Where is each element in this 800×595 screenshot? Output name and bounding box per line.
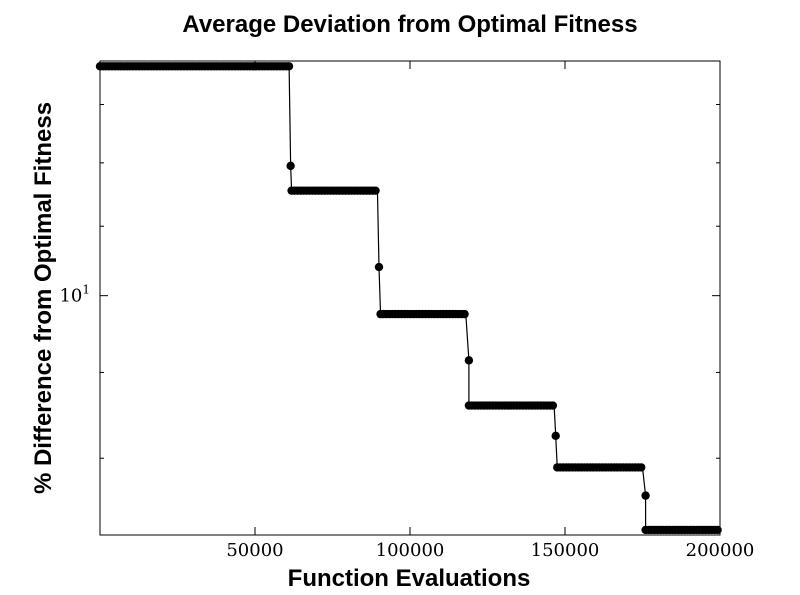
axis-ticks: 50000 100000 150000 200000 101 [59,61,754,561]
plateau-0-point-63 [284,62,294,71]
x-tick-label-0: 50000 [226,540,283,561]
x-tick-label-2: 150000 [531,540,600,561]
transition-point-3 [551,431,560,441]
transition-point-1 [374,262,384,272]
x-tick-label-1: 100000 [376,540,445,561]
transition-point-2 [464,356,474,365]
y-tick-label-0: 101 [59,283,90,307]
series-line [100,65,720,531]
plateau-4-point-28 [637,463,646,472]
x-tick-label-3: 200000 [686,540,755,561]
y-axis-label: % Difference from Optimal Fitness [30,102,57,494]
plateau-3-point-28 [548,401,558,410]
transition-point-0 [286,161,295,171]
plateau-5-point-24 [713,525,722,535]
data-series [95,62,722,535]
chart-title: Average Deviation from Optimal Fitness [182,11,637,38]
plateau-2-point-28 [460,309,469,319]
x-axis-label: Function Evaluations [288,565,531,592]
plateau-1-point-28 [371,186,380,195]
transition-point-4 [641,491,650,500]
